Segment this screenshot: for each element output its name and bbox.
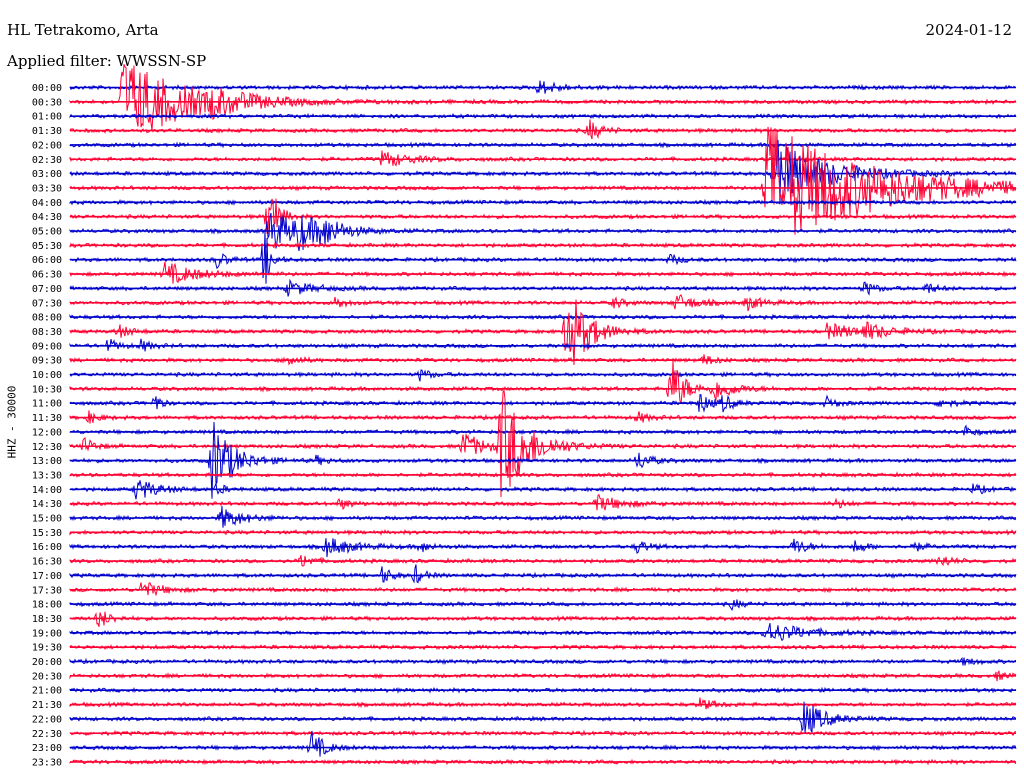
time-tick-label: 12:00 xyxy=(32,427,62,438)
trace-line xyxy=(69,354,1017,366)
trace-line xyxy=(69,611,1017,627)
trace-line xyxy=(69,261,1017,284)
time-tick-label: 02:00 xyxy=(32,140,62,151)
time-tick-label: 13:30 xyxy=(32,470,62,481)
time-tick-label: 13:00 xyxy=(32,456,62,467)
trace-line xyxy=(69,80,1017,94)
time-tick-label: 22:30 xyxy=(32,729,62,740)
trace-line xyxy=(69,64,1017,131)
time-tick-label: 06:00 xyxy=(32,255,62,266)
time-tick-label: 09:00 xyxy=(32,341,62,352)
trace-line xyxy=(69,697,1017,710)
time-tick-label: 07:00 xyxy=(32,284,62,295)
time-tick-label: 10:30 xyxy=(32,384,62,395)
time-tick-label: 18:30 xyxy=(32,614,62,625)
time-tick-label: 21:30 xyxy=(32,700,62,711)
time-tick-label: 08:30 xyxy=(32,327,62,338)
time-tick-label: 01:30 xyxy=(32,126,62,137)
time-tick-label: 20:00 xyxy=(32,657,62,668)
trace-line xyxy=(69,564,1017,584)
time-tick-label: 19:00 xyxy=(32,628,62,639)
trace-line xyxy=(69,538,1017,558)
time-tick-label: 06:30 xyxy=(32,270,62,281)
plot-date: 2024-01-12 xyxy=(925,21,1012,39)
time-tick-label: 08:00 xyxy=(32,313,62,324)
time-tick-label: 17:30 xyxy=(32,585,62,596)
time-tick-label: 23:00 xyxy=(32,743,62,754)
trace-line xyxy=(69,730,1017,757)
time-tick-label: 00:30 xyxy=(32,97,62,108)
time-tick-label: 16:30 xyxy=(32,557,62,568)
time-tick-label: 14:30 xyxy=(32,499,62,510)
trace-line xyxy=(69,506,1017,528)
trace-line xyxy=(69,369,1017,382)
time-tick-label: 10:00 xyxy=(32,370,62,381)
time-tick-label: 05:00 xyxy=(32,227,62,238)
time-tick-label: 11:30 xyxy=(32,413,62,424)
time-tick-label: 03:00 xyxy=(32,169,62,180)
time-tick-label: 15:00 xyxy=(32,514,62,525)
trace-line xyxy=(69,424,1017,437)
time-tick-label: 17:00 xyxy=(32,571,62,582)
time-tick-label: 16:00 xyxy=(32,542,62,553)
trace-line xyxy=(69,119,1017,140)
time-tick-label: 02:30 xyxy=(32,155,62,166)
time-tick-label: 04:00 xyxy=(32,198,62,209)
time-tick-label: 11:00 xyxy=(32,399,62,410)
trace-line xyxy=(69,622,1017,642)
trace-line xyxy=(69,150,1017,167)
time-tick-label: 04:30 xyxy=(32,212,62,223)
time-tick-label: 14:00 xyxy=(32,485,62,496)
time-tick-label: 19:30 xyxy=(32,643,62,654)
time-tick-label: 01:00 xyxy=(32,112,62,123)
time-tick-label: 03:30 xyxy=(32,183,62,194)
time-tick-label: 05:30 xyxy=(32,241,62,252)
time-tick-label: 22:00 xyxy=(32,714,62,725)
trace-line xyxy=(69,359,1017,404)
time-tick-label: 09:30 xyxy=(32,356,62,367)
trace-line xyxy=(69,229,1017,284)
time-tick-label: 18:00 xyxy=(32,600,62,611)
time-tick-label: 12:30 xyxy=(32,442,62,453)
time-tick-label: 15:30 xyxy=(32,528,62,539)
time-tick-label: 00:00 xyxy=(32,83,62,94)
time-tick-label: 07:30 xyxy=(32,298,62,309)
station-title: HL Tetrakomo, Arta xyxy=(7,21,159,39)
time-tick-label: 21:00 xyxy=(32,686,62,697)
time-tick-label: 23:30 xyxy=(32,757,62,768)
channel-label: HHZ - 30000 xyxy=(5,385,19,459)
time-tick-label: 20:30 xyxy=(32,671,62,682)
filter-label: Applied filter: WWSSN-SP xyxy=(7,52,207,70)
trace-line xyxy=(69,582,1017,597)
